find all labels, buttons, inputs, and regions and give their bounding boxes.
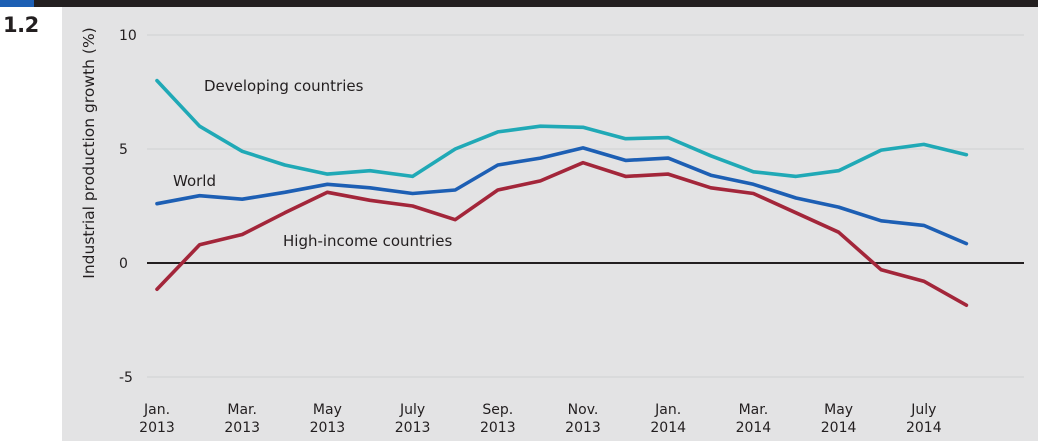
series-line-world [155,146,969,246]
y-tick-label: -5 [119,370,133,386]
x-tick-label-month: May [313,402,342,418]
x-tick-label-year: 2014 [736,420,772,436]
series-line-high-income-countries [155,160,969,308]
y-tick-label: 0 [119,256,128,272]
x-tick-label-year: 2013 [139,420,175,436]
x-tick-labels: Jan. 2013 Mar. 2013 May 2013 July 2013 Sep. 2013 N… [139,402,942,436]
y-tick-label: 5 [119,142,128,158]
x-tick-label-year: 2014 [650,420,686,436]
x-tick-label-month: Jan. [654,402,681,418]
y-tick-label: 10 [119,28,137,44]
x-tick-label-year: 2013 [565,420,601,436]
x-tick-label-year: 2013 [395,420,431,436]
x-tick-label-month: July [910,402,936,418]
x-tick-label-month: Nov. [568,402,599,418]
x-tick-label-year: 2013 [310,420,346,436]
top-accent-bar [0,0,34,7]
x-tick-label-year: 2014 [821,420,857,436]
x-tick-label-year: 2014 [906,420,942,436]
x-tick-label-year: 2013 [224,420,260,436]
figure-number: 1.2 [3,13,39,37]
x-tick-label-year: 2013 [480,420,516,436]
series-layer [155,78,969,308]
label-high-income-countries: High-income countries [283,232,452,250]
plot-panel: -5 0 5 10 Jan. 2013 Mar. 2013 May 2013 July 2013 Se… [62,7,1038,441]
x-tick-label-month: Sep. [482,402,513,418]
x-tick-label-month: May [824,402,853,418]
y-axis-label: Industrial production growth (%) [80,27,98,278]
series-line-developing-countries [155,78,969,179]
x-tick-label-month: Mar. [739,402,769,418]
y-tick-labels: -5 0 5 10 [119,28,137,386]
line-chart: -5 0 5 10 Jan. 2013 Mar. 2013 May 2013 July 2013 Se… [80,27,1024,436]
x-tick-label-month: July [399,402,425,418]
label-developing-countries: Developing countries [204,77,364,95]
top-band [0,0,1038,7]
x-tick-label-month: Jan. [143,402,170,418]
label-world: World [173,172,216,190]
x-tick-label-month: Mar. [227,402,257,418]
